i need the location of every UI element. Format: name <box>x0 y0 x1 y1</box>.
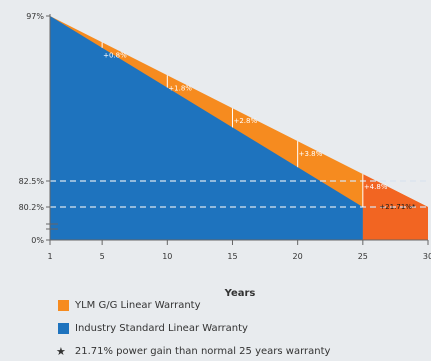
x-tick-label-25: 25 <box>358 252 368 261</box>
gain-label-5: +0.8% <box>103 51 127 59</box>
x-axis-title: Years <box>224 288 256 299</box>
x-tick-label-20: 20 <box>293 252 303 261</box>
gain-label-25: +4.8% <box>364 183 388 191</box>
y-tick-label-0: 0% <box>31 236 44 245</box>
x-tick-label-1: 1 <box>47 252 52 261</box>
star-icon: ★ <box>56 345 66 358</box>
chart-axes: 97%82.5%80.2%0%1 5 10 15 20 25 30 <box>19 12 431 261</box>
industry-warranty-area <box>50 16 363 240</box>
gain-label-10: +1.8% <box>168 84 192 92</box>
legend-item-industry: Industry Standard Linear Warranty <box>58 323 248 334</box>
legend-label-ylm: YLM G/G Linear Warranty <box>75 300 201 311</box>
gain-label-20: +3.8% <box>299 150 323 158</box>
gain-markers: +0.8% +1.8% +2.8% +3.8% +4.8% +21.71%* <box>101 42 416 211</box>
legend-swatch-industry <box>58 323 69 334</box>
footnote-text: 21.71% power gain than normal 25 years w… <box>74 346 331 357</box>
x-tick-label-10: 10 <box>162 252 172 261</box>
footnote: ★ 21.71% power gain than normal 25 years… <box>56 345 330 358</box>
x-tick-label-5: 5 <box>100 252 105 261</box>
legend-label-industry: Industry Standard Linear Warranty <box>75 323 248 334</box>
y-tick-label-82-5: 82.5% <box>19 177 45 186</box>
reference-lines <box>50 180 428 208</box>
y-tick-label-97: 97% <box>26 12 44 21</box>
y-tick-label-80-2: 80.2% <box>19 203 45 212</box>
gain-block-label: +21.71%* <box>379 203 416 211</box>
x-tick-label-15: 15 <box>227 252 237 261</box>
chart-areas <box>50 16 428 240</box>
x-tick-label-30: 30 <box>423 252 431 261</box>
gain-label-15: +2.8% <box>233 117 257 125</box>
legend-item-ylm: YLM G/G Linear Warranty <box>58 300 201 311</box>
legend-swatch-ylm <box>58 300 69 311</box>
